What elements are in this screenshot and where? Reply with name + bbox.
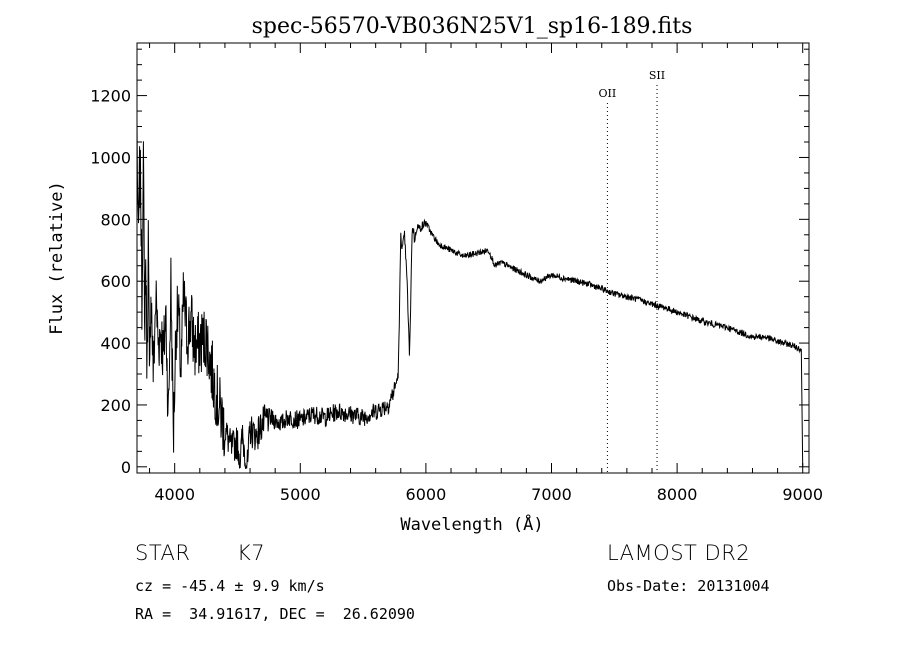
- x-tick-label: 7000: [531, 485, 572, 504]
- subclass-label: K7: [237, 541, 266, 565]
- y-tick-label: 0: [121, 458, 131, 477]
- y-tick-label: 1200: [90, 87, 131, 106]
- x-tick-label: 8000: [657, 485, 698, 504]
- class-label: STAR: [135, 541, 191, 565]
- chart-title: spec-56570-VB036N25V1_sp16-189.fits: [252, 14, 693, 39]
- emission-line-markers: OII SII: [599, 69, 665, 473]
- redshift-text: cz = -45.4 ± 9.9 km/s: [135, 577, 325, 595]
- coordinates-text: RA = 34.91617, DEC = 26.62090: [135, 605, 415, 623]
- y-axis-label: Flux (relative): [47, 181, 67, 335]
- survey-label: LAMOST DR2: [607, 541, 751, 565]
- obs-date-text: Obs-Date: 20131004: [607, 577, 770, 595]
- x-tick-label: 6000: [406, 485, 447, 504]
- marker-label-oii: OII: [599, 87, 617, 100]
- y-tick-label: 800: [100, 210, 131, 229]
- x-tick-label: 5000: [280, 485, 321, 504]
- axis-tick-labels: 4000 5000 6000 7000 8000 9000 0 200 400 600 800 100…: [90, 87, 823, 504]
- spectrum-line: [136, 119, 804, 469]
- plot-frame: [136, 42, 810, 474]
- y-tick-label: 400: [100, 334, 131, 353]
- y-tick-label: 600: [100, 272, 131, 291]
- y-tick-label: 1000: [90, 148, 131, 167]
- axis-ticks: [137, 43, 809, 473]
- y-tick-label: 200: [100, 396, 131, 415]
- x-tick-label: 9000: [782, 485, 823, 504]
- x-tick-label: 4000: [154, 485, 195, 504]
- marker-label-sii: SII: [649, 69, 665, 82]
- x-axis-label: Wavelength (Å): [400, 513, 543, 535]
